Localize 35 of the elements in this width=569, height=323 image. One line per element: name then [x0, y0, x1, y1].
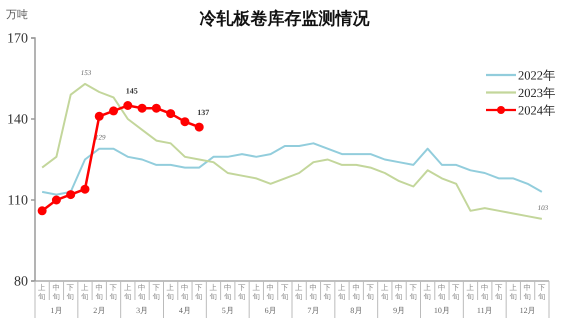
point: [194, 122, 204, 132]
text: 1月: [50, 306, 62, 315]
point: [38, 206, 47, 216]
text: 6月: [264, 306, 277, 315]
point: [80, 184, 90, 194]
point: [123, 101, 132, 110]
point: [94, 112, 104, 121]
data-label: 145: [126, 86, 138, 96]
point: [152, 104, 161, 113]
point: [138, 104, 147, 113]
text: 9月: [393, 306, 406, 315]
text: 7月: [307, 306, 320, 315]
legend-label: 2022年: [518, 68, 556, 82]
y-axis-title: 万吨: [6, 8, 28, 21]
text: 2月: [93, 306, 106, 315]
point: [66, 190, 76, 200]
point: [52, 196, 61, 204]
legend-label: 2023年: [518, 86, 556, 100]
text: 3月: [136, 306, 148, 315]
chart-title: 冷轧板卷库存监测情况: [200, 9, 370, 28]
text: 4月: [178, 306, 191, 315]
y-tick-label: 170: [7, 31, 28, 46]
text: 8月: [350, 306, 362, 315]
text: 11月: [476, 306, 493, 315]
point: [180, 117, 190, 126]
legend-label: 2024年: [518, 104, 556, 118]
text: 12月: [520, 306, 536, 315]
y-tick-label: 140: [7, 112, 28, 128]
text: 5月: [222, 306, 234, 315]
y-tick-label: 80: [14, 274, 28, 290]
data-label: 137: [197, 108, 210, 118]
y-tick-label: 110: [8, 193, 28, 208]
text: 10月: [434, 306, 450, 315]
point: [109, 106, 118, 116]
point: [166, 109, 176, 118]
